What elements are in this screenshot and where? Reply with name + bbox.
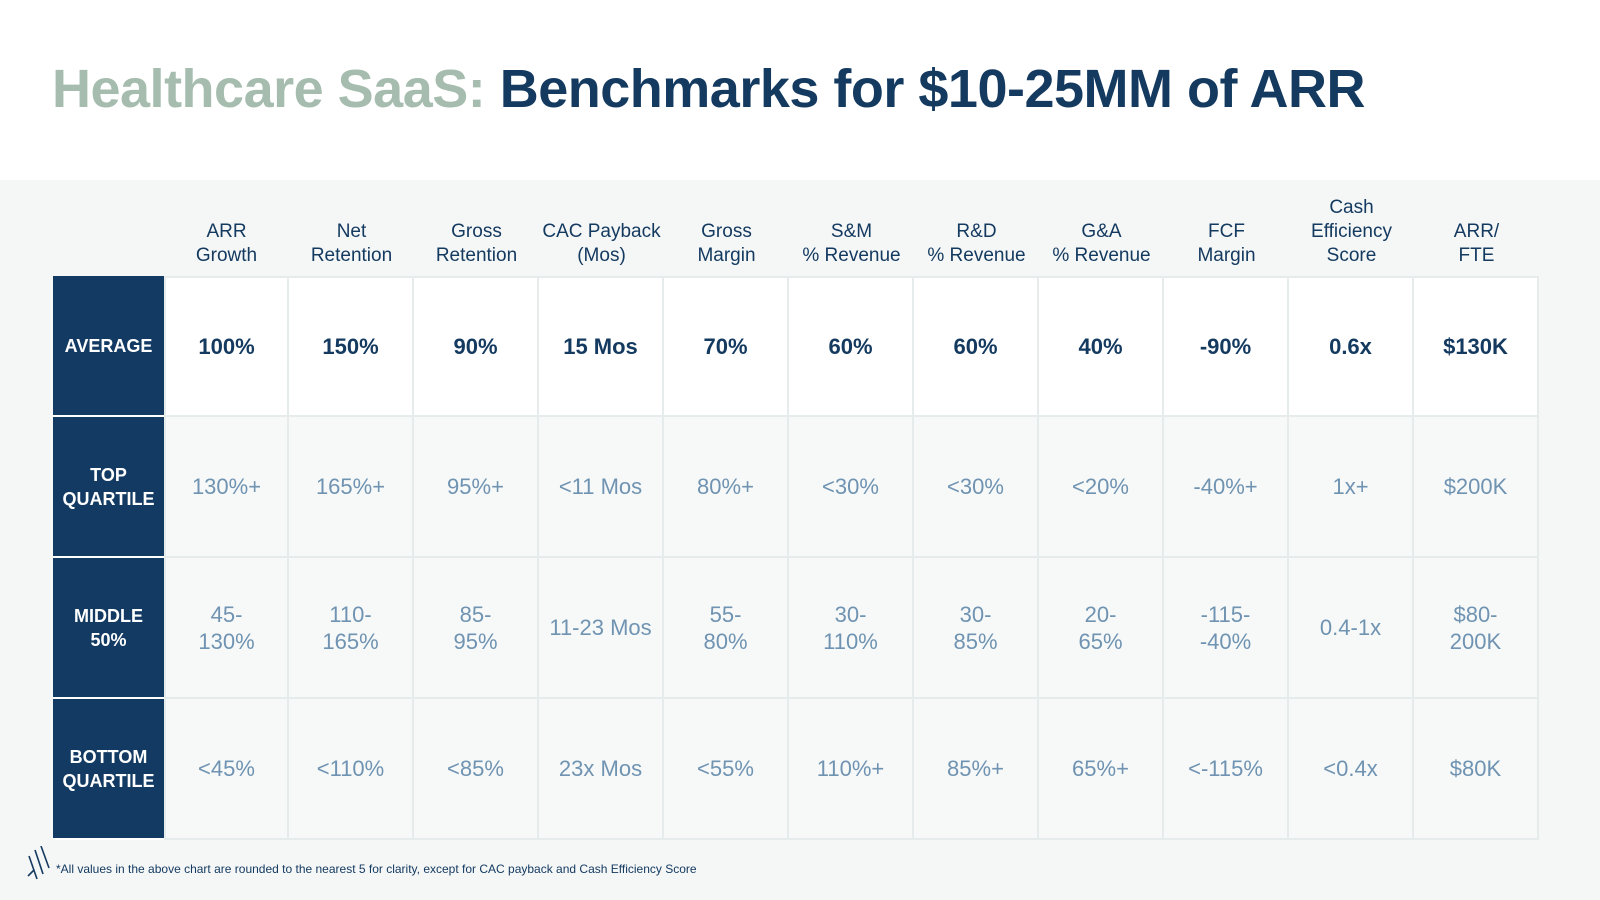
column-header: Net Retention (310, 221, 393, 266)
table-cell: 60% (914, 276, 1039, 417)
table-cell: 130%+ (164, 417, 289, 558)
table-cell: 70% (664, 276, 789, 417)
table-cell: 150% (289, 276, 414, 417)
row-header: TOP QUARTILE (53, 417, 164, 558)
table-cell: 60% (789, 276, 914, 417)
table-cell: <55% (664, 699, 789, 840)
row-header: MIDDLE 50% (53, 558, 164, 699)
table-cell: 0.4-1x (1289, 558, 1414, 699)
table-cell: 1x+ (1289, 417, 1414, 558)
table-corner (53, 198, 164, 276)
table-cell: <0.4x (1289, 699, 1414, 840)
column-header: Gross Margin (697, 221, 756, 266)
table-cell: 30- 85% (914, 558, 1039, 699)
title-main: Benchmarks for $10-25MM of ARR (499, 59, 1366, 119)
slash-logo-icon (27, 846, 50, 880)
table-cell: <85% (414, 699, 539, 840)
table-cell: 0.6x (1289, 276, 1414, 417)
table-cell: -115- -40% (1164, 558, 1289, 699)
table-cell: 40% (1039, 276, 1164, 417)
table-cell: 85- 95% (414, 558, 539, 699)
table-cell: <20% (1039, 417, 1164, 558)
table-cell: 20- 65% (1039, 558, 1164, 699)
column-header: FCF Margin (1197, 221, 1256, 266)
column-header: S&M % Revenue (802, 221, 901, 266)
table-cell: 165%+ (289, 417, 414, 558)
table-cell: <11 Mos (539, 417, 664, 558)
table-cell: -40%+ (1164, 417, 1289, 558)
table-cell: 11-23 Mos (539, 558, 664, 699)
column-header: Cash Efficiency Score (1311, 197, 1392, 266)
column-header: R&D % Revenue (927, 221, 1026, 266)
table-cell: <30% (789, 417, 914, 558)
table-cell: 80%+ (664, 417, 789, 558)
column-header: Gross Retention (435, 221, 518, 266)
row-header: BOTTOM QUARTILE (53, 699, 164, 840)
page-title: Healthcare SaaS: Benchmarks for $10-25MM… (52, 58, 1365, 120)
column-header: ARR/ FTE (1453, 221, 1500, 266)
row-header: AVERAGE (53, 276, 164, 417)
table-cell: $130K (1414, 276, 1539, 417)
table-cell: $200K (1414, 417, 1539, 558)
table-cell: 110%+ (789, 699, 914, 840)
table-cell: $80K (1414, 699, 1539, 840)
table-cell: 85%+ (914, 699, 1039, 840)
table-cell: <110% (289, 699, 414, 840)
column-header: G&A % Revenue (1052, 221, 1151, 266)
table-cell: 30- 110% (789, 558, 914, 699)
table-cell: $80- 200K (1414, 558, 1539, 699)
table-cell: 90% (414, 276, 539, 417)
table-cell: 45- 130% (164, 558, 289, 699)
table-cell: 15 Mos (539, 276, 664, 417)
table-cell: 55- 80% (664, 558, 789, 699)
benchmark-table: ARR Growth Net Retention Gross Retention CA… (53, 197, 1539, 840)
column-header: CAC Payback (Mos) (542, 221, 661, 266)
table-cell: 100% (164, 276, 289, 417)
table-cell: -90% (1164, 276, 1289, 417)
table-cell: <30% (914, 417, 1039, 558)
title-lead: Healthcare SaaS: (52, 59, 486, 119)
footnote: *All values in the above chart are round… (56, 862, 697, 876)
table-cell: 110- 165% (289, 558, 414, 699)
table-cell: <-115% (1164, 699, 1289, 840)
table-cell: 23x Mos (539, 699, 664, 840)
table-cell: 65%+ (1039, 699, 1164, 840)
table-cell: <45% (164, 699, 289, 840)
table-cell: 95%+ (414, 417, 539, 558)
column-header: ARR Growth (195, 221, 258, 266)
